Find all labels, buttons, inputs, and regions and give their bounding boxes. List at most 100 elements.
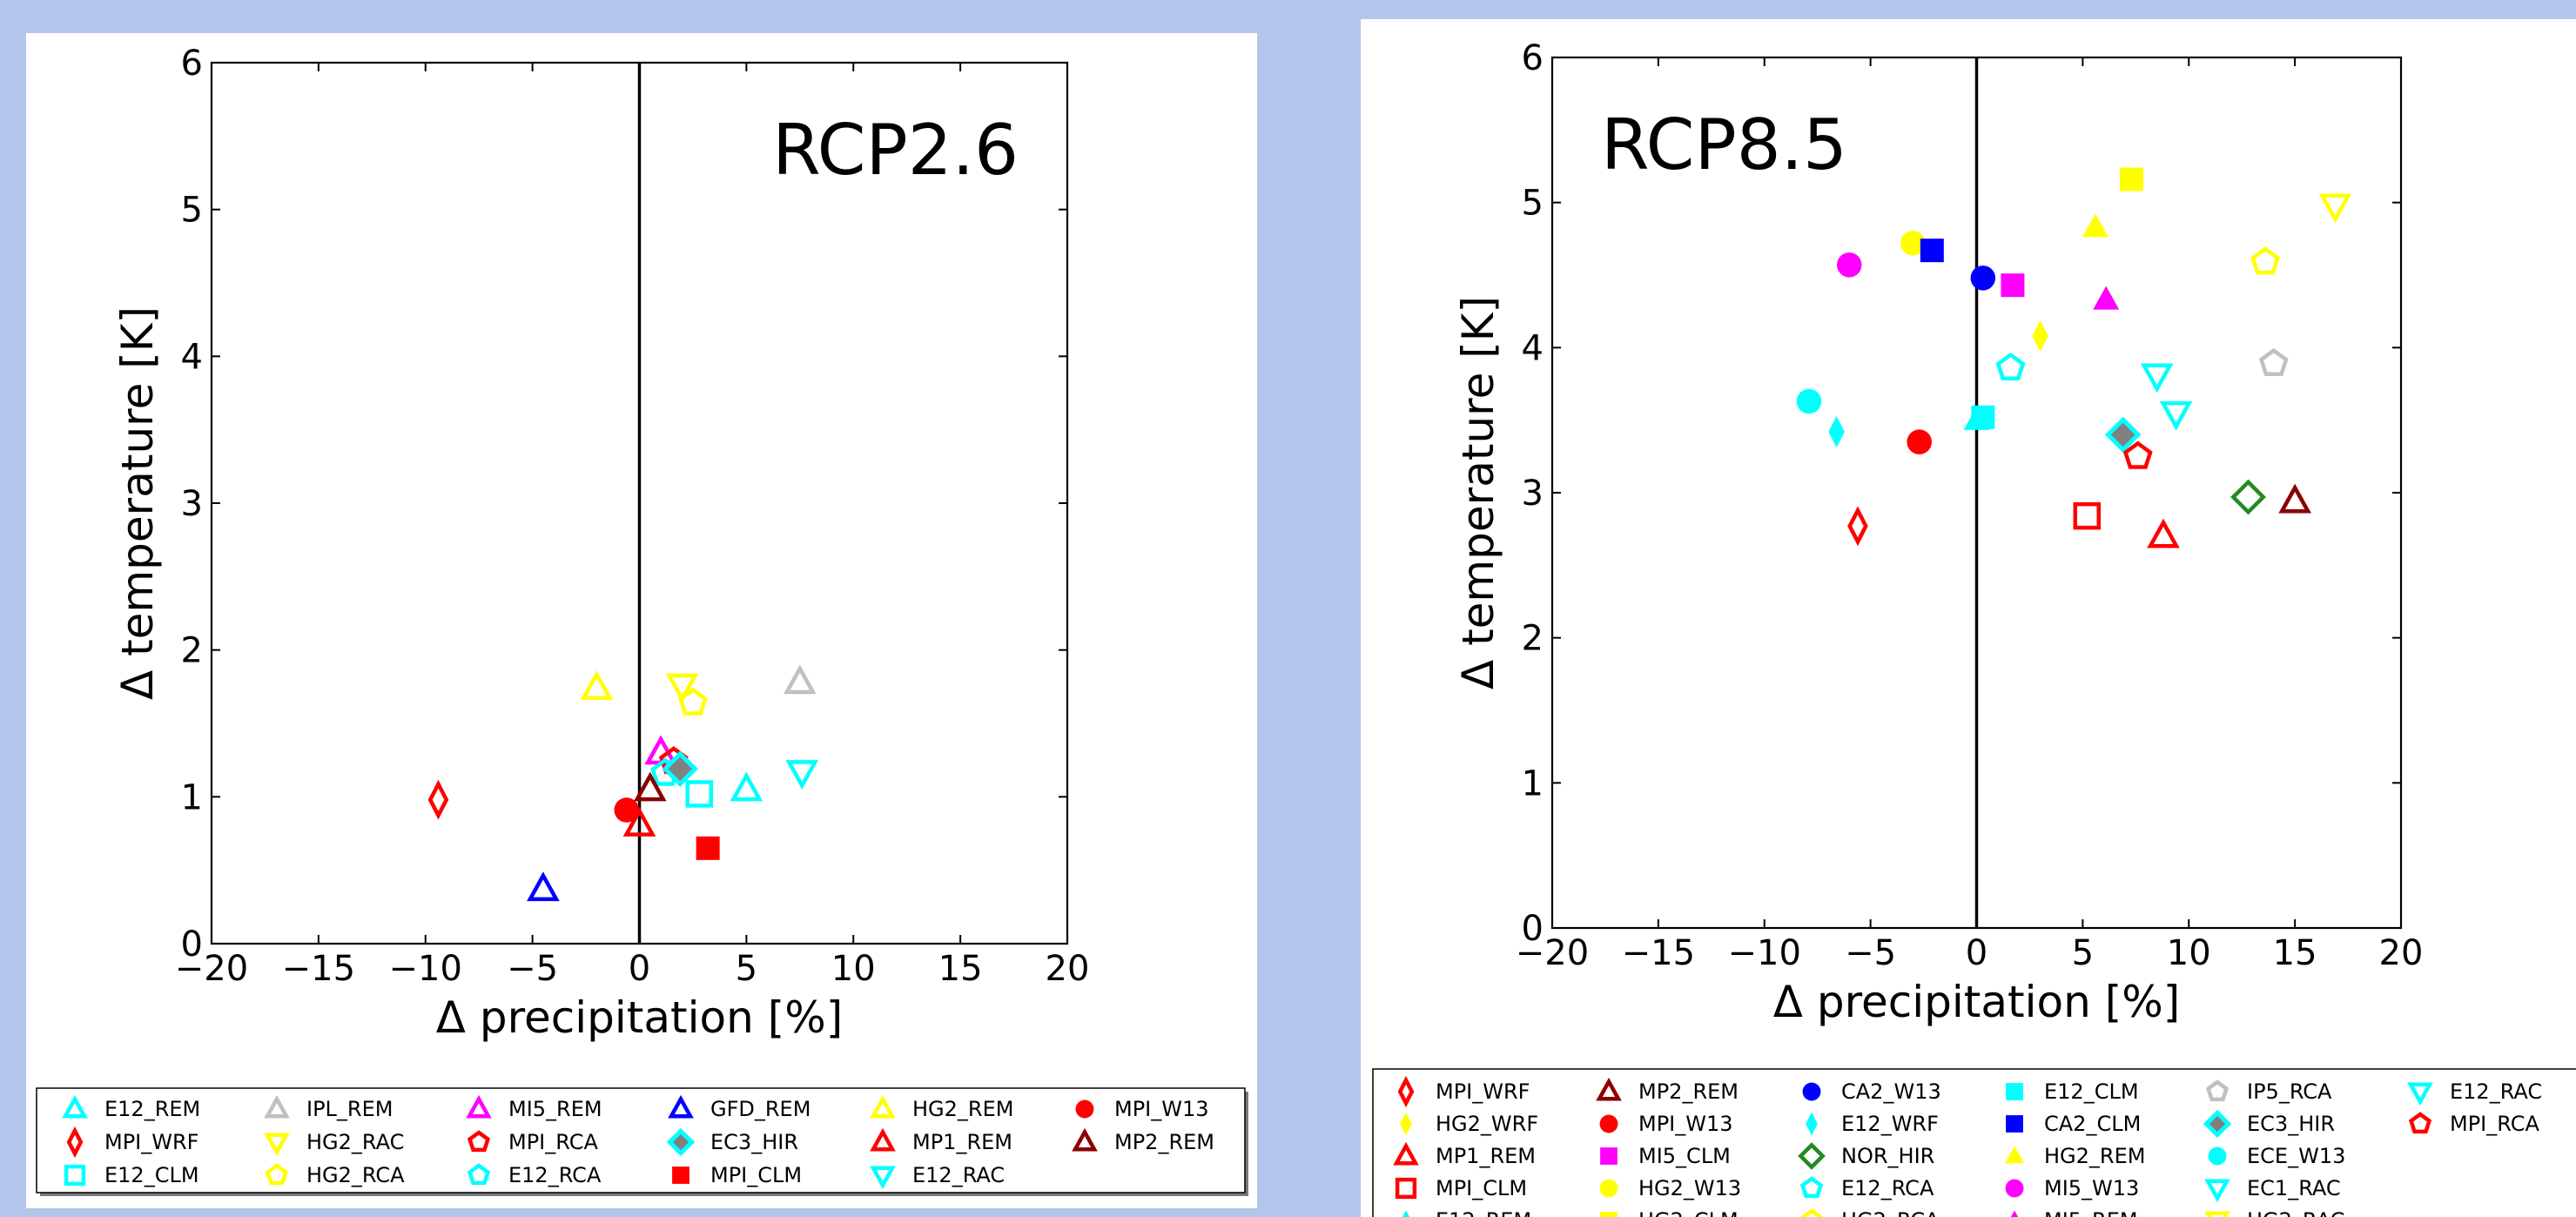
legend-label: MI5_REM xyxy=(508,1097,602,1121)
legend-label: MI5_REM xyxy=(2044,1208,2138,1217)
x-tick-label: 5 xyxy=(2072,933,2094,973)
legend-item: MPI_WRF xyxy=(66,1126,198,1159)
legend-label: E12_WRF xyxy=(1841,1112,1939,1136)
y-tick-label: 3 xyxy=(181,484,203,524)
legend-item: E12_RAC xyxy=(2407,1079,2542,1106)
data-point-mpi-wrf xyxy=(427,779,449,820)
data-point-e12-rac xyxy=(785,760,819,790)
x-axis-label: Δ precipitation [%] xyxy=(1773,977,2181,1027)
legend-marker xyxy=(2208,1146,2227,1166)
y-tick-label: 2 xyxy=(181,631,203,671)
legend-marker xyxy=(1799,1176,1824,1199)
legend-label: MPI_WRF xyxy=(1436,1079,1530,1104)
legend-label: MPI_W13 xyxy=(1114,1097,1209,1121)
legend-label: E12_RCA xyxy=(1841,1176,1934,1200)
x-tick-label: −10 xyxy=(1728,933,1801,973)
x-tick-label: 5 xyxy=(736,949,757,989)
legend-label: MP2_REM xyxy=(1114,1130,1214,1154)
data-point-e12-clm xyxy=(1971,405,1995,429)
legend-marker xyxy=(1395,1177,1417,1200)
legend-marker xyxy=(668,1094,694,1119)
legend-marker xyxy=(2204,1179,2230,1203)
data-point-ip5-rca xyxy=(2258,347,2289,377)
data-point-mi5-w13 xyxy=(1837,252,1862,278)
y-axis-label: Δ temperature [K] xyxy=(112,306,163,700)
legend-label: E12_RAC xyxy=(912,1163,1005,1187)
y-tick-label: 3 xyxy=(1522,474,1544,514)
data-point-hg2-clm xyxy=(2119,167,2143,192)
legend-marker xyxy=(264,1094,290,1119)
legend-marker xyxy=(1599,1114,1618,1133)
legend-label: HG2_RCA xyxy=(306,1163,405,1187)
legend-label: MPI_W13 xyxy=(1638,1112,1733,1136)
legend-item: MP2_REM xyxy=(1072,1127,1214,1154)
y-tick-label: 6 xyxy=(181,44,203,84)
legend-item: IP5_RCA xyxy=(2205,1079,2332,1104)
panel-title: RCP2.6 xyxy=(772,110,1019,191)
legend-item: E12_RAC xyxy=(870,1163,1005,1190)
legend-item: MPI_CLM xyxy=(1395,1176,1527,1200)
legend-item: HG2_RCA xyxy=(265,1163,405,1187)
legend-label: EC3_HIR xyxy=(2247,1112,2335,1136)
legend-marker xyxy=(2407,1082,2433,1106)
data-point-e12-wrf xyxy=(1828,416,1845,447)
legend-label: E12_RCA xyxy=(508,1163,602,1187)
legend-item: HG2_CLM xyxy=(1600,1208,1739,1217)
x-axis-label: Δ precipitation [%] xyxy=(436,992,844,1043)
legend-item: HG2_WRF xyxy=(1400,1112,1538,1136)
data-point-hg2-rac xyxy=(665,673,699,703)
data-point-hg2-rem xyxy=(580,670,614,701)
y-tick-label: 0 xyxy=(1522,909,1544,949)
y-tick-label: 0 xyxy=(181,925,203,965)
legend-marker xyxy=(467,1130,491,1153)
legend-label: EC3_HIR xyxy=(710,1130,798,1154)
legend-label: HG2_WRF xyxy=(1436,1112,1538,1136)
legend-label: ECE_W13 xyxy=(2247,1144,2345,1168)
data-point-mpi-w13 xyxy=(614,797,640,823)
legend-item: E12_CLM xyxy=(2006,1079,2139,1104)
legend-label: HG2_RAC xyxy=(306,1130,404,1154)
y-axis-label: Δ temperature [K] xyxy=(1453,296,1503,689)
legend-item: CA2_W13 xyxy=(1802,1079,1941,1104)
legend-marker xyxy=(1799,1208,1824,1217)
legend-label: E12_CLM xyxy=(2044,1079,2139,1104)
data-point-e12-rem xyxy=(730,771,763,802)
legend-item: EC3_HIR xyxy=(666,1127,798,1157)
legend-marker xyxy=(1400,1112,1412,1136)
data-point-hg2-wrf xyxy=(2032,320,2048,352)
x-tick-label: −20 xyxy=(175,949,248,989)
legend-label: NOR_HIR xyxy=(1841,1144,1934,1168)
legend-label: EC1_RAC xyxy=(2247,1176,2341,1200)
legend-item: MI5_REM xyxy=(2010,1208,2138,1217)
legend-item: MP1_REM xyxy=(870,1127,1012,1154)
legend-item: HG2_W13 xyxy=(1599,1176,1741,1200)
data-point-mpi-clm xyxy=(696,836,720,860)
legend-marker xyxy=(1599,1179,1618,1198)
chart-rcp85: −20 −15 −10 −5 0 5 10 15 20 0 1 2 3 4 5 6 Δ precipitatio… xyxy=(1372,38,2576,1217)
legend-box xyxy=(36,1087,1246,1193)
legend-marker xyxy=(265,1163,289,1186)
legend-marker xyxy=(1397,1075,1415,1108)
x-tick-label: 15 xyxy=(2273,933,2317,973)
legend-marker xyxy=(2408,1112,2432,1134)
legend-item: E12_REM xyxy=(62,1094,200,1121)
legend-item: E12_REM xyxy=(1402,1208,1531,1217)
legend-item: HG2_RAC xyxy=(264,1130,404,1157)
legend-label: CA2_W13 xyxy=(1841,1079,1941,1104)
legend-label: HG2_RCA xyxy=(1841,1208,1940,1217)
data-point-e12-rca xyxy=(1995,352,2026,381)
x-tick-label: −15 xyxy=(282,949,355,989)
legend-label: E12_REM xyxy=(1436,1208,1531,1217)
legend-item: IPL_REM xyxy=(264,1094,393,1121)
legend-marker xyxy=(1596,1077,1622,1101)
legend-item: EC3_HIR xyxy=(2203,1109,2335,1139)
legend-marker xyxy=(64,1164,86,1187)
legend-item: MI5_W13 xyxy=(2005,1176,2139,1200)
legend-marker xyxy=(1600,1147,1618,1165)
legend-label: MI5_CLM xyxy=(1638,1144,1731,1168)
data-point-ec1-rac xyxy=(2159,400,2193,431)
chart-rcp26: −20 −15 −10 −5 0 5 10 15 20 0 1 2 3 4 5 6 Δ precipitatio… xyxy=(36,44,1248,1196)
data-point-ipl-rem xyxy=(783,664,817,695)
x-tick-label: 10 xyxy=(831,949,876,989)
data-point-mi5-clm xyxy=(2001,273,2025,298)
